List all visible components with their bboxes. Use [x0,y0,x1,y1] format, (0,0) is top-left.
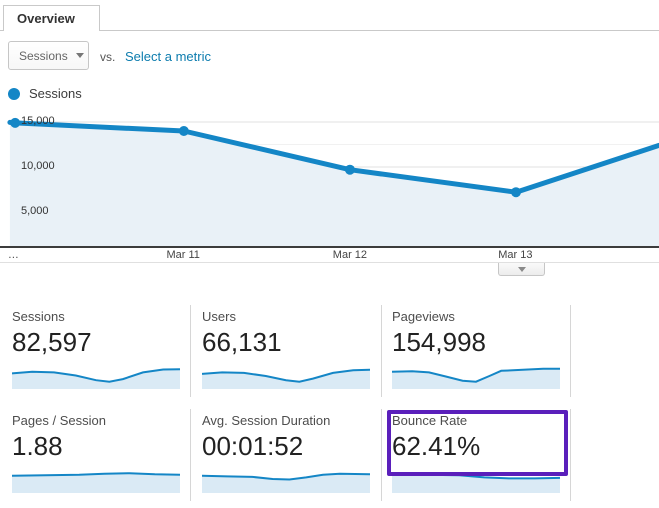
chart-collapse-button[interactable] [498,263,545,276]
x-axis-tick-label: Mar 13 [498,249,533,261]
metric-card-bounce-rate[interactable]: Bounce Rate 62.41% [392,413,560,493]
tab-overview[interactable]: Overview [3,5,100,31]
vs-label: vs. [100,50,116,64]
metric-value: 00:01:52 [202,431,304,461]
metric-value: 1.88 [12,431,63,461]
axis-separator-line [0,262,659,263]
card-divider [570,305,571,397]
metric-card-pageviews[interactable]: Pageviews 154,998 [392,309,560,389]
tab-bar-divider [0,30,659,31]
chart-legend[interactable]: Sessions [8,86,82,101]
card-divider [381,305,382,397]
metric-value: 82,597 [12,327,92,357]
metric-label: Users [202,309,236,324]
metric-card-avg-session-duration[interactable]: Avg. Session Duration 00:01:52 [202,413,370,493]
x-axis-tick-label: Mar 11 [166,249,200,261]
y-axis-tick-label: 10,000 [21,160,55,172]
y-axis-tick-label: 15,000 [21,115,55,127]
card-divider [381,409,382,501]
chevron-down-icon [75,53,84,58]
metric-label: Pageviews [392,309,455,324]
metric-label: Sessions [12,309,65,324]
chart-x-labels: … Mar 11 Mar 12 Mar 13 [0,249,659,262]
metric-sparkline [12,368,180,389]
metric-dropdown[interactable]: Sessions [8,41,89,70]
metric-dropdown-value: Sessions [19,48,68,63]
metric-value: 154,998 [392,327,486,357]
x-axis-tick-label: … [7,249,19,261]
tab-overview-label: Overview [17,11,75,26]
legend-dot-icon [8,87,20,100]
metric-label: Avg. Session Duration [202,413,331,428]
metric-label: Bounce Rate [392,413,468,428]
metric-sparkline [202,472,370,493]
metric-sparkline [12,472,180,493]
metric-card-users[interactable]: Users 66,131 [202,309,370,389]
metric-sparkline [392,473,560,493]
y-axis-tick-label: 5,000 [21,205,49,217]
metric-sparkline [392,367,560,389]
x-axis-tick-label: Mar 12 [332,249,368,261]
metric-card-pages-per-session[interactable]: Pages / Session 1.88 [12,413,180,493]
select-a-metric-link[interactable]: Select a metric [125,49,211,64]
sessions-chart-svg [0,117,659,248]
card-divider [190,305,191,397]
metric-value: 66,131 [202,327,282,357]
card-divider [190,409,191,501]
metric-sparkline [202,368,370,389]
metric-label: Pages / Session [12,413,106,428]
metric-card-sessions[interactable]: Sessions 82,597 [12,309,180,389]
card-divider [570,409,571,501]
chevron-down-icon [517,266,526,272]
sessions-line-chart: 15,000 10,000 5,000 [0,108,659,248]
metric-value: 62.41% [392,431,481,461]
legend-label: Sessions [29,86,82,101]
